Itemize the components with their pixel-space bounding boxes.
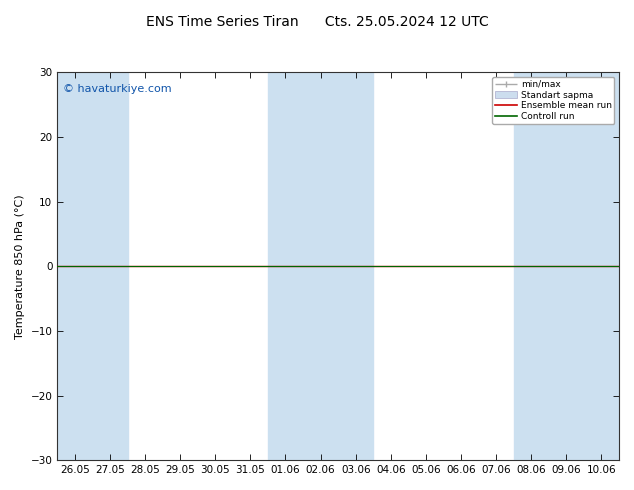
Bar (514, 73, 619, 460)
Legend: min/max, Standart sapma, Ensemble mean run, Controll run: min/max, Standart sapma, Ensemble mean r… (492, 77, 614, 124)
Text: © havaturkiye.com: © havaturkiye.com (63, 84, 172, 94)
Bar (268, 73, 373, 460)
Text: ENS Time Series Tiran      Cts. 25.05.2024 12 UTC: ENS Time Series Tiran Cts. 25.05.2024 12… (146, 15, 488, 29)
Bar (57, 73, 127, 460)
Y-axis label: Temperature 850 hPa (°C): Temperature 850 hPa (°C) (15, 194, 25, 339)
